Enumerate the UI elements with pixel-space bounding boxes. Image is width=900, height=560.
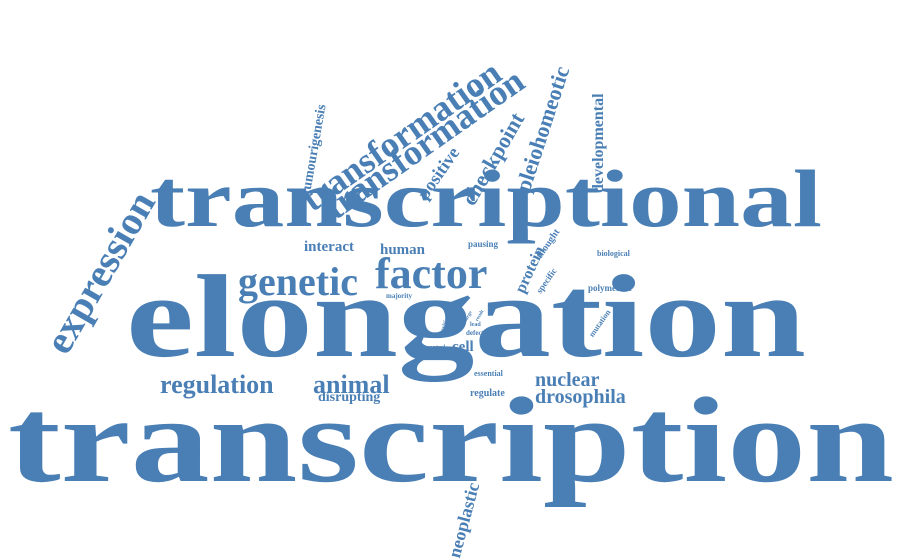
word-transcriptional: transcriptional: [150, 153, 822, 244]
word-genetic: genetic: [238, 259, 358, 304]
word-drosophila: drosophila: [535, 386, 626, 408]
word-regulate: regulate: [470, 388, 505, 399]
word-animal: animal: [313, 370, 390, 399]
word-regulation: regulation: [160, 370, 274, 399]
word-factor: factor: [375, 249, 488, 298]
word-essential: essential: [474, 369, 503, 378]
word-interact: interact: [304, 239, 354, 255]
word-transcription: transcription: [8, 373, 895, 508]
word-lead: lead: [470, 322, 481, 328]
word-cell: cell: [452, 339, 474, 355]
word-developmental: developmental: [590, 93, 607, 193]
word-pausing: pausing: [468, 239, 499, 249]
word-control: control: [427, 345, 446, 351]
word-polymerase: polymerase: [588, 283, 632, 293]
word-disrupting: disrupting: [318, 390, 381, 405]
word-defect: defect: [466, 329, 484, 337]
word-biological: biological: [597, 249, 630, 258]
word-elongation: elongation: [126, 251, 806, 382]
word-majority: majority: [386, 292, 413, 300]
word-nuclear: nuclear: [535, 369, 600, 391]
word-human: human: [380, 242, 426, 258]
